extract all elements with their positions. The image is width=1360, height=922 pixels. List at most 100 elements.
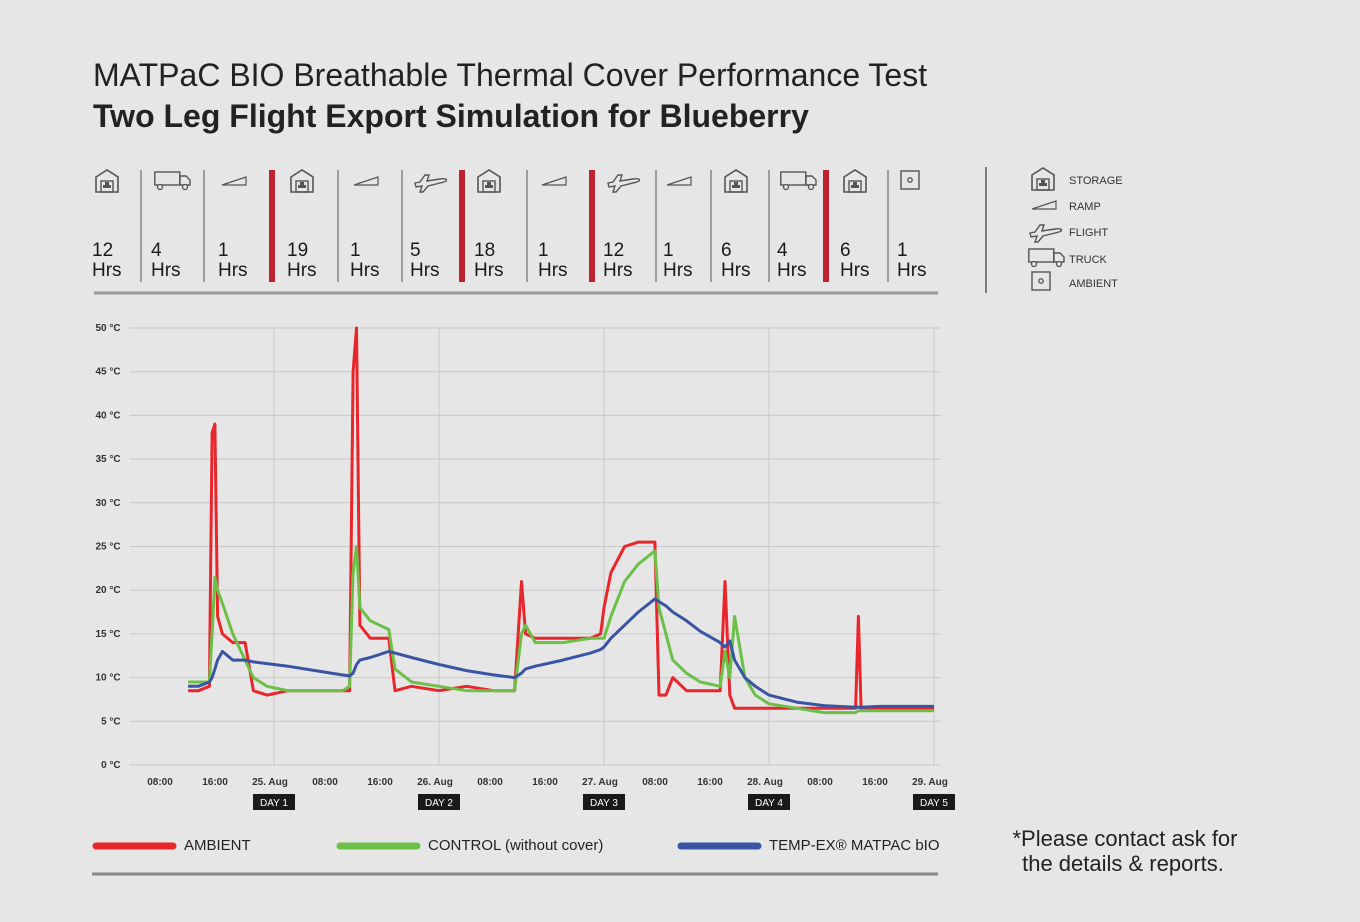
icon-part [736, 185, 740, 188]
icon-part [1036, 178, 1050, 191]
day-label: DAY 5 [920, 798, 948, 809]
icon-ramp [353, 176, 379, 186]
icon-part [290, 169, 314, 193]
segment-unit: Hrs [218, 260, 248, 281]
icon-flight [1029, 224, 1063, 243]
icon-part [482, 180, 496, 193]
segment-duration: 1 [218, 240, 229, 261]
icon-part [1041, 180, 1045, 183]
segment-unit: Hrs [538, 260, 568, 281]
segment-unit: Hrs [92, 260, 122, 281]
icon-part [103, 185, 107, 188]
y-tick-label: 15 °C [96, 629, 121, 640]
segment-unit: Hrs [350, 260, 380, 281]
icon-part [105, 182, 109, 185]
segment-unit: Hrs [603, 260, 633, 281]
icon-part [666, 176, 692, 186]
segment-unit: Hrs [151, 260, 181, 281]
icon-flight [414, 174, 448, 193]
icon-legend-label: STORAGE [1069, 175, 1123, 187]
icon-truck [1028, 248, 1065, 268]
y-tick-label: 10 °C [96, 673, 121, 684]
y-tick-label: 45 °C [96, 367, 121, 378]
legend-label: TEMP-EX® MATPAC bIO [769, 837, 940, 854]
y-tick-label: 30 °C [96, 498, 121, 509]
icon-part [1043, 183, 1047, 186]
icon-part [295, 180, 309, 193]
x-tick-label: 08:00 [477, 777, 503, 788]
segment-duration: 4 [151, 240, 162, 261]
icon-part [1031, 200, 1057, 210]
segment-duration: 18 [474, 240, 495, 261]
segment-unit: Hrs [897, 260, 927, 281]
icon-legend-label: TRUCK [1069, 254, 1108, 266]
series-line [188, 597, 934, 709]
icon-ramp [541, 176, 567, 186]
icon-part [179, 175, 191, 186]
segment-unit: Hrs [777, 260, 807, 281]
y-tick-label: 25 °C [96, 542, 121, 553]
icon-storage [95, 169, 119, 193]
y-tick-label: 5 °C [101, 716, 121, 727]
icon-part [1039, 183, 1043, 186]
icon-storage [1031, 167, 1055, 191]
footnote: the details & reports. [1022, 851, 1224, 876]
icon-part [1053, 252, 1065, 263]
x-tick-label: 16:00 [862, 777, 888, 788]
icon-part [805, 175, 817, 186]
icon-truck [780, 171, 817, 191]
icon-part [1031, 167, 1055, 191]
icon-ambient [1031, 271, 1051, 291]
series-line [188, 545, 934, 715]
icon-part [607, 174, 641, 193]
segment-unit: Hrs [840, 260, 870, 281]
segment-duration: 1 [538, 240, 549, 261]
icon-part [181, 183, 189, 191]
x-tick-label: 16:00 [367, 777, 393, 788]
icon-ramp [666, 176, 692, 186]
x-tick-label: 27. Aug [582, 777, 618, 788]
series-line [188, 326, 934, 710]
icon-part [1029, 224, 1063, 243]
day-label: DAY 4 [755, 798, 783, 809]
icon-legend-label: AMBIENT [1069, 278, 1118, 290]
icon-part [300, 182, 304, 185]
icon-part [353, 176, 379, 186]
icon-part [1055, 260, 1063, 268]
segment-duration: 12 [92, 240, 113, 261]
icon-storage [724, 169, 748, 193]
day-badge [913, 794, 955, 810]
icon-ambient [900, 170, 920, 190]
icon-part [855, 185, 859, 188]
segment-unit: Hrs [474, 260, 504, 281]
icon-part [843, 169, 867, 193]
segment-unit: Hrs [721, 260, 751, 281]
icon-part [477, 169, 501, 193]
icon-part [414, 174, 448, 193]
icon-part [782, 183, 790, 191]
icon-part [485, 185, 489, 188]
icon-part [853, 182, 857, 185]
x-tick-label: 08:00 [807, 777, 833, 788]
icon-part [724, 169, 748, 193]
icon-legend-label: RAMP [1069, 201, 1101, 213]
segment-duration: 6 [721, 240, 732, 261]
icon-part [734, 182, 738, 185]
day-badge [253, 794, 295, 810]
segment-duration: 1 [350, 240, 361, 261]
icon-part [95, 169, 119, 193]
x-tick-label: 16:00 [202, 777, 228, 788]
icon-part [732, 185, 736, 188]
y-tick-label: 0 °C [101, 760, 121, 771]
icon-storage [290, 169, 314, 193]
icon-part [541, 176, 567, 186]
segment-duration: 1 [663, 240, 674, 261]
icon-part [848, 180, 862, 193]
icon-part [221, 176, 247, 186]
icon-part [780, 171, 807, 186]
icon-part [100, 180, 114, 193]
icon-flight [607, 174, 641, 193]
y-tick-label: 40 °C [96, 410, 121, 421]
